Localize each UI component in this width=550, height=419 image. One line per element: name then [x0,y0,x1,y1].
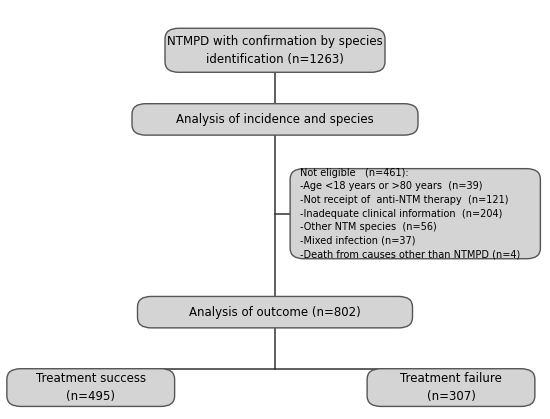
FancyBboxPatch shape [290,168,540,259]
FancyBboxPatch shape [138,297,412,328]
Text: Not eligible   (n=461):
-Age <18 years or >80 years  (n=39)
-Not receipt of  ant: Not eligible (n=461): -Age <18 years or … [300,168,520,259]
FancyBboxPatch shape [7,369,175,406]
Text: Treatment success
(n=495): Treatment success (n=495) [36,372,146,403]
FancyBboxPatch shape [367,369,535,406]
Text: Analysis of incidence and species: Analysis of incidence and species [176,113,374,126]
Text: Analysis of outcome (n=802): Analysis of outcome (n=802) [189,305,361,319]
Text: NTMPD with confirmation by species
identification (n=1263): NTMPD with confirmation by species ident… [167,35,383,65]
FancyBboxPatch shape [165,28,385,72]
FancyBboxPatch shape [132,104,418,135]
Text: Treatment failure
(n=307): Treatment failure (n=307) [400,372,502,403]
